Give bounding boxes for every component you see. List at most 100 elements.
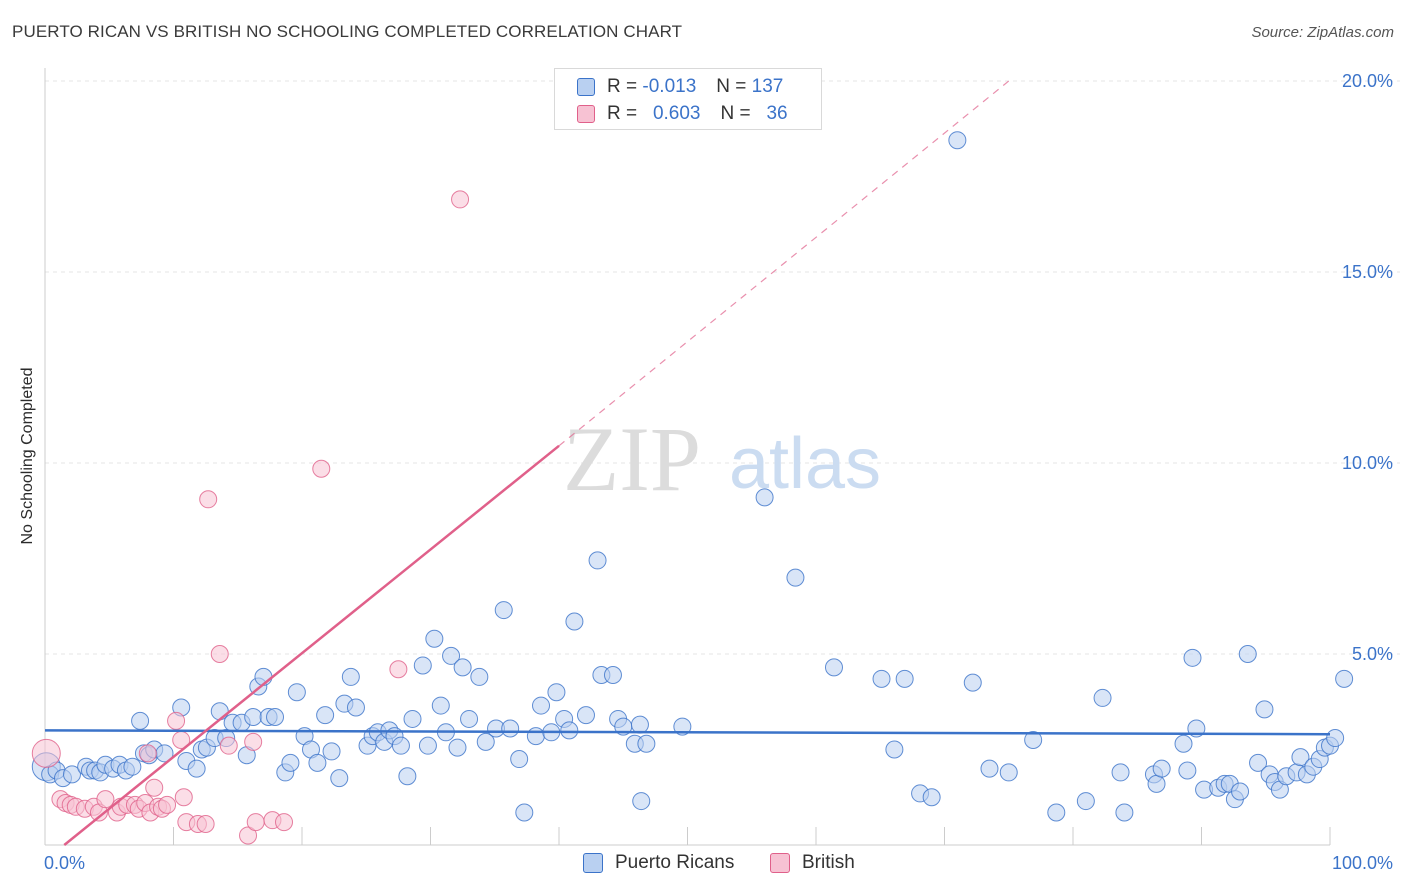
point-british	[138, 744, 157, 763]
point-puerto-ricans	[266, 708, 285, 727]
series-legend-puerto-ricans[interactable]: Puerto Ricans	[583, 852, 734, 874]
point-puerto-ricans	[187, 759, 206, 778]
correlation-legend: R = -0.013 N = 137 R = 0.603 N = 36	[554, 68, 822, 130]
point-puerto-ricans	[1238, 645, 1257, 663]
point-puerto-ricans	[632, 792, 651, 811]
point-puerto-ricans	[1147, 774, 1166, 793]
source-label: Source: ZipAtlas.com	[1251, 24, 1394, 41]
point-puerto-ricans	[391, 736, 410, 755]
point-british	[174, 788, 193, 807]
point-puerto-ricans	[470, 667, 489, 686]
point-puerto-ricans	[281, 753, 300, 772]
point-puerto-ricans	[460, 709, 479, 728]
trend-lines	[44, 80, 1331, 846]
point-british	[312, 459, 331, 478]
point-puerto-ricans	[1093, 688, 1112, 707]
y-tick-label-3: 20.0%	[1342, 71, 1393, 91]
legend-n-value-british: 36	[766, 103, 788, 124]
point-puerto-ricans	[1152, 759, 1171, 778]
point-puerto-ricans	[510, 750, 529, 769]
point-puerto-ricans	[398, 767, 417, 786]
point-puerto-ricans	[501, 719, 520, 738]
point-british	[210, 645, 229, 663]
point-puerto-ricans	[603, 666, 622, 685]
point-puerto-ricans	[1174, 734, 1193, 753]
point-puerto-ricans	[413, 656, 432, 675]
trendline-british	[63, 444, 560, 846]
point-puerto-ricans	[322, 742, 341, 761]
point-puerto-ricans	[1178, 761, 1197, 780]
point-puerto-ricans	[1111, 763, 1130, 782]
point-british	[158, 795, 177, 814]
series-swatch-puerto-ricans	[583, 853, 603, 873]
x-tick-label-1: 100.0%	[1332, 853, 1393, 873]
point-puerto-ricans	[755, 488, 774, 507]
x-tick-label-0: 0.0%	[44, 853, 85, 873]
point-puerto-ricans	[922, 788, 941, 807]
point-puerto-ricans	[244, 708, 263, 727]
point-british	[389, 660, 408, 679]
series-swatch-british	[770, 853, 790, 873]
point-puerto-ricans	[1291, 748, 1310, 767]
point-british	[275, 813, 294, 832]
y-tick-label-0: 5.0%	[1352, 644, 1393, 664]
point-puerto-ricans	[1076, 792, 1095, 811]
point-puerto-ricans	[131, 711, 150, 730]
point-puerto-ricans	[630, 715, 649, 734]
point-puerto-ricans	[287, 683, 306, 702]
point-puerto-ricans	[1231, 782, 1250, 801]
point-puerto-ricans	[999, 763, 1018, 782]
legend-r-value-puerto-ricans: -0.013	[642, 76, 697, 97]
point-puerto-ricans	[1326, 729, 1345, 748]
y-axis-label: No Schooling Completed	[19, 367, 36, 545]
point-puerto-ricans	[547, 683, 566, 702]
trendline-extension-british	[558, 80, 1010, 447]
point-puerto-ricans	[62, 765, 81, 784]
point-british	[199, 490, 218, 509]
point-puerto-ricans	[330, 769, 349, 788]
point-puerto-ricans	[425, 629, 444, 648]
point-puerto-ricans	[316, 706, 335, 725]
point-puerto-ricans	[431, 696, 450, 715]
legend-n-label: N =	[720, 103, 751, 124]
point-puerto-ricans	[885, 740, 904, 759]
point-puerto-ricans	[948, 131, 967, 150]
point-puerto-ricans	[515, 803, 534, 822]
point-puerto-ricans	[637, 734, 656, 753]
axes	[44, 68, 1331, 846]
point-puerto-ricans	[1047, 803, 1066, 822]
point-puerto-ricans	[565, 612, 584, 631]
point-puerto-ricans	[494, 601, 513, 620]
point-puerto-ricans	[448, 738, 467, 757]
series-legend: Puerto Ricans British	[0, 852, 1406, 878]
point-british	[451, 190, 470, 209]
point-british	[196, 814, 215, 833]
grid	[45, 80, 1400, 655]
point-puerto-ricans	[341, 667, 360, 686]
point-puerto-ricans	[895, 669, 914, 688]
point-puerto-ricans	[532, 696, 551, 715]
point-puerto-ricans	[824, 658, 843, 677]
legend-swatch-puerto-ricans	[577, 78, 595, 96]
series-label-british: British	[802, 852, 855, 873]
point-puerto-ricans	[560, 721, 579, 740]
point-puerto-ricans	[588, 551, 607, 570]
series-legend-british[interactable]: British	[770, 852, 855, 874]
point-puerto-ricans	[1255, 700, 1274, 719]
point-british	[244, 732, 263, 751]
point-british	[219, 736, 238, 755]
point-puerto-ricans	[872, 669, 891, 688]
legend-r-value-british: 0.603	[652, 103, 701, 124]
point-puerto-ricans	[786, 568, 805, 587]
point-puerto-ricans	[346, 698, 365, 717]
point-puerto-ricans	[123, 757, 142, 776]
point-puerto-ricans	[442, 646, 461, 665]
point-puerto-ricans	[963, 673, 982, 692]
series-label-puerto-ricans: Puerto Ricans	[615, 852, 735, 873]
point-puerto-ricans	[1183, 648, 1202, 667]
point-puerto-ricans	[673, 717, 692, 736]
legend-n-label: N =	[716, 76, 747, 97]
point-british	[96, 790, 115, 809]
point-puerto-ricans	[418, 736, 437, 755]
